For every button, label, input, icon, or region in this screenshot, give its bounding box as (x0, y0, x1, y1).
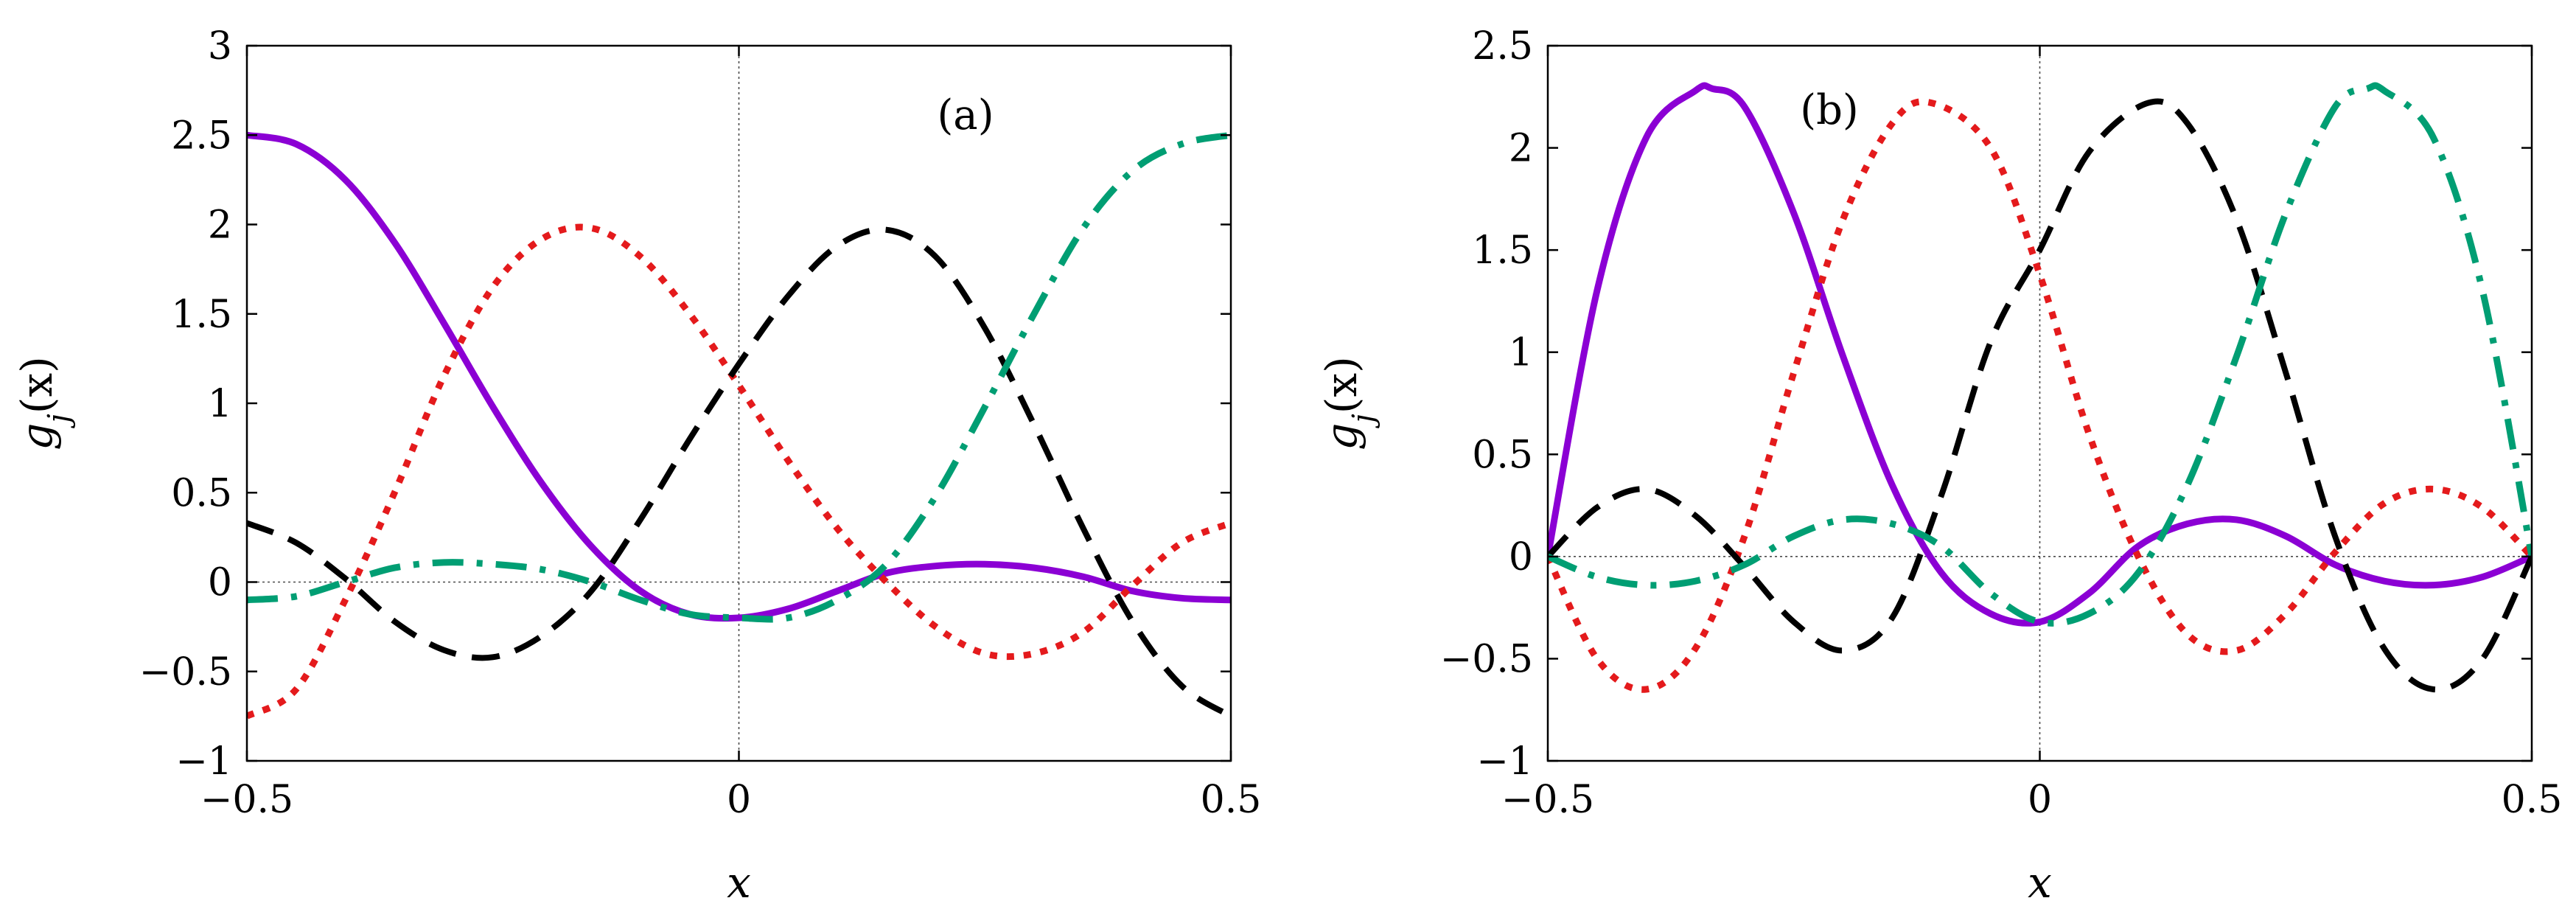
panel-a-xlabel: x (727, 857, 751, 908)
panel-a-xtick-label: 0.5 (1201, 778, 1262, 822)
panel-b-series-g1 (1548, 82, 2532, 627)
panel-b-xtick-label: 0.5 (2502, 778, 2563, 822)
panel-b-series-g2 (1548, 98, 2532, 693)
panel-b-xlabel: x (2028, 857, 2052, 908)
panel-b-ytick-label: 0 (1509, 535, 1533, 579)
panel-b-ytick-label: −1 (1476, 739, 1533, 784)
panel-b-ytick-label: 2 (1509, 127, 1533, 171)
panel-a-ytick-label: 0.5 (171, 471, 232, 515)
panel-a-ytick-label: −0.5 (139, 650, 232, 695)
panel-a-panel-label: (a) (937, 91, 994, 139)
panel-b-ytick-label: 1.5 (1472, 229, 1533, 273)
panel-b-series-g4 (1548, 82, 2532, 627)
panel-b-ylabel: gj(x) (1316, 356, 1381, 450)
panel-a-series-g3 (247, 226, 1231, 719)
panel-b-series-group (1548, 82, 2532, 693)
panel-a-ytick-label: 0 (208, 561, 232, 605)
panel-a-ytick-label: 1 (208, 382, 232, 426)
panel-a-series-group (247, 131, 1231, 720)
panel-b-ytick-label: −0.5 (1440, 637, 1533, 681)
panel-a-xtick-label: −0.5 (200, 778, 293, 822)
panel-b-ytick-label: 1 (1509, 331, 1533, 375)
panel-a-ytick-label: 1.5 (171, 293, 232, 337)
panel-a-ytick-label: −1 (175, 739, 232, 784)
panel-b-ytick-label: 2.5 (1472, 24, 1533, 69)
panel-a-xtick-label: 0 (727, 778, 751, 822)
panel-a-ytick-label: 2.5 (171, 114, 232, 158)
panel-b-panel-label: (b) (1800, 86, 1859, 134)
panel-a-ytick-label: 2 (208, 203, 232, 248)
panel-a-series-g4 (247, 131, 1231, 623)
panel-b-xtick-label: 0 (2028, 778, 2052, 822)
panel-b-xtick-label: −0.5 (1501, 778, 1594, 822)
panel-a-ytick-label: 3 (208, 24, 232, 69)
panel-a-ylabel: gj(x) (12, 356, 76, 450)
panel-b-series-g3 (1548, 98, 2532, 693)
panel-b-ytick-label: 0.5 (1472, 433, 1533, 477)
